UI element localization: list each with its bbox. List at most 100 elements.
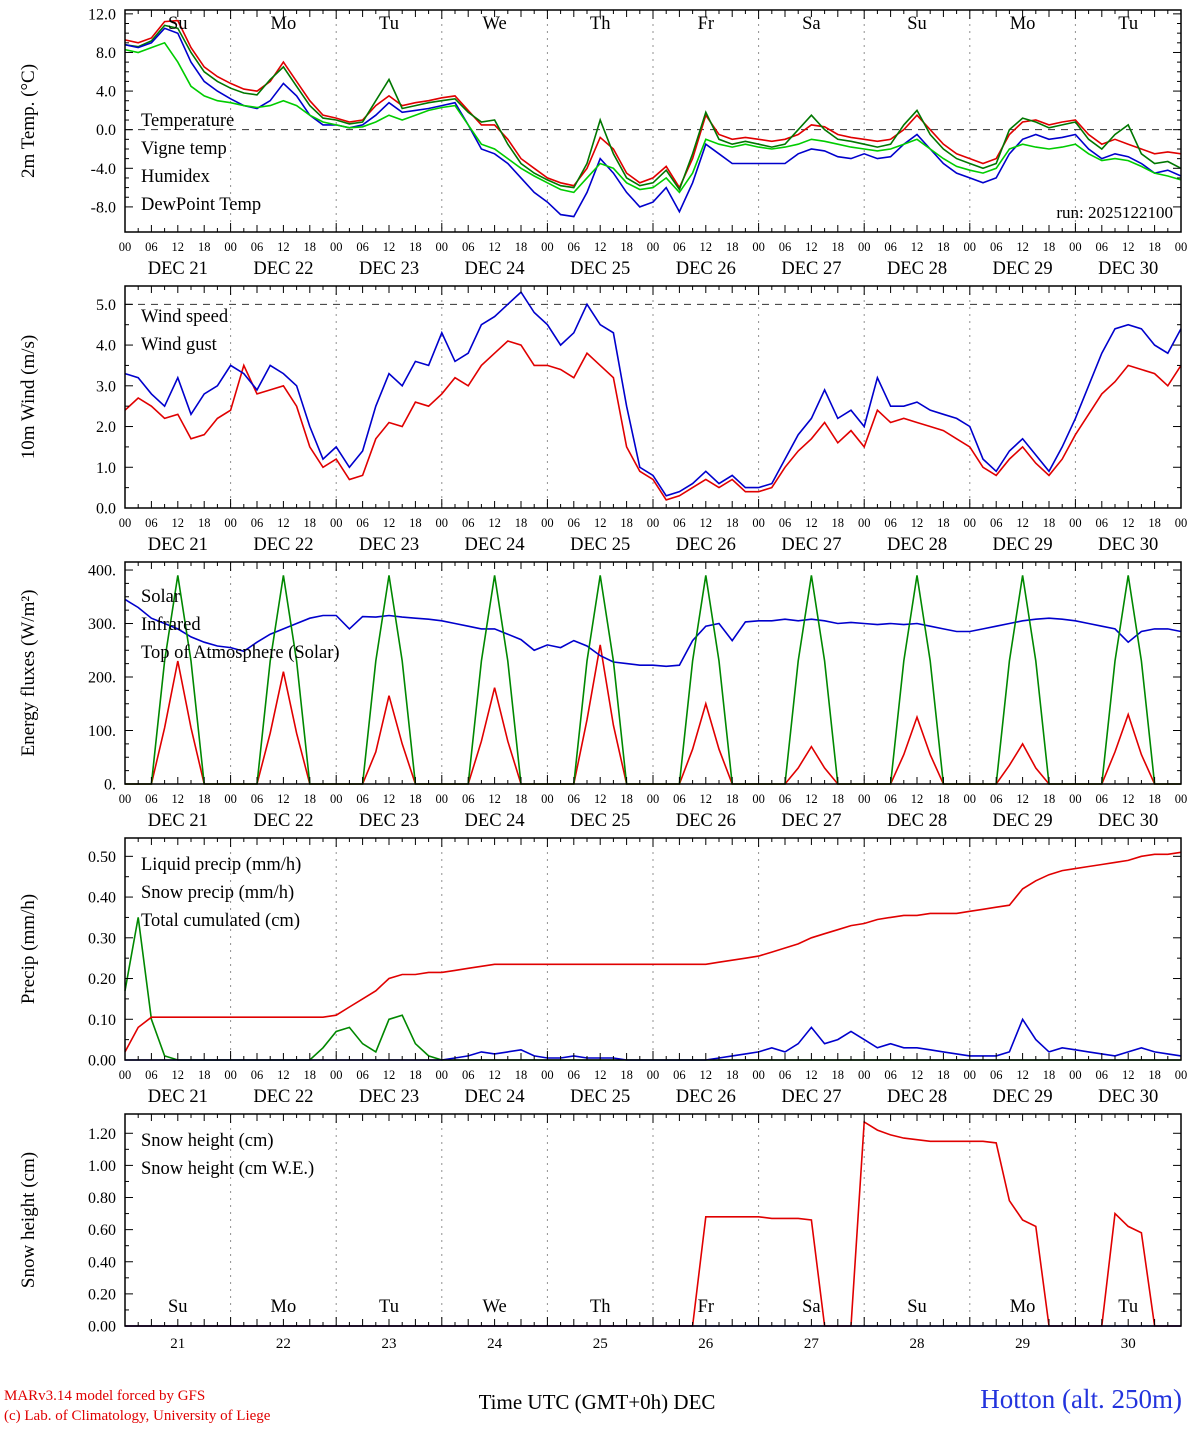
- date-label: DEC 29: [993, 535, 1053, 552]
- legend-snow-height-we: Snow height (cm W.E.): [141, 1159, 314, 1179]
- date-label: DEC 30: [1098, 811, 1158, 828]
- hour-label: 12: [383, 516, 396, 530]
- date-label: DEC 24: [465, 811, 525, 828]
- hour-label: 18: [937, 792, 950, 806]
- hour-label: 18: [1148, 516, 1161, 530]
- hour-label: 06: [462, 1068, 475, 1082]
- hour-label: 12: [488, 240, 501, 254]
- date-label: DEC 25: [570, 811, 630, 828]
- y-tick-label: 100.: [88, 723, 116, 740]
- hour-label: 18: [620, 792, 633, 806]
- day-number-label: 21: [170, 1336, 185, 1352]
- hour-label: 12: [1122, 1068, 1135, 1082]
- hour-label: 18: [726, 240, 739, 254]
- hour-label: 12: [805, 792, 818, 806]
- hour-label: 00: [858, 516, 871, 530]
- hour-label: 18: [832, 240, 845, 254]
- hour-label: 18: [937, 1068, 950, 1082]
- hour-label: 18: [304, 516, 317, 530]
- hour-label: 06: [356, 792, 369, 806]
- hour-label: 12: [277, 792, 290, 806]
- date-label: DEC 29: [993, 1087, 1053, 1104]
- legend-humidex: Humidex: [141, 167, 211, 187]
- hour-label: 06: [779, 516, 792, 530]
- hour-label: 18: [198, 240, 211, 254]
- y-tick-label: 1.0: [96, 460, 116, 477]
- hour-label: 18: [937, 240, 950, 254]
- date-label: DEC 28: [887, 535, 947, 552]
- hour-label: 18: [620, 516, 633, 530]
- hour-label: 06: [990, 516, 1003, 530]
- weekday-label: Mo: [271, 1297, 297, 1317]
- legend-solar: Solar: [141, 587, 180, 607]
- model-credits: MARv3.14 model forced by GFS (c) Lab. of…: [4, 1386, 270, 1427]
- series-snow-height: [125, 1120, 1181, 1327]
- hour-label: 00: [436, 1068, 449, 1082]
- hour-label: 00: [858, 240, 871, 254]
- y-tick-label: 300.: [88, 616, 116, 633]
- hour-label: 06: [884, 1068, 897, 1082]
- date-label: DEC 30: [1098, 535, 1158, 552]
- legend-wind-gust: Wind gust: [141, 335, 218, 355]
- hour-label: 06: [568, 792, 581, 806]
- hour-label: 06: [462, 516, 475, 530]
- hour-label: 12: [805, 516, 818, 530]
- date-label: DEC 29: [993, 259, 1053, 276]
- weekday-label: Th: [590, 1297, 611, 1317]
- date-label: DEC 25: [570, 259, 630, 276]
- hour-label: 18: [620, 240, 633, 254]
- y-tick-label: 1.00: [88, 1158, 116, 1175]
- date-label: DEC 27: [781, 259, 841, 276]
- y-tick-label: 0.0: [96, 122, 116, 139]
- y-tick-label: 0.40: [88, 890, 116, 907]
- series-dewpoint-temp: [124, 41, 1182, 194]
- y-tick-label: -4.0: [91, 161, 116, 178]
- day-number-label: 28: [910, 1336, 925, 1352]
- hour-label: 00: [752, 1068, 765, 1082]
- hour-label: 18: [515, 792, 528, 806]
- hour-label: 06: [673, 516, 686, 530]
- hour-label: 12: [805, 240, 818, 254]
- hour-label: 18: [198, 516, 211, 530]
- day-number-label: 22: [276, 1336, 291, 1352]
- weekday-label: Mo: [1010, 14, 1036, 34]
- hour-label: 00: [436, 240, 449, 254]
- hour-label: 00: [1175, 1068, 1188, 1082]
- hour-label: 18: [1148, 240, 1161, 254]
- legend-toa-solar: Top of Atmosphere (Solar): [141, 643, 340, 663]
- hour-label: 12: [277, 1068, 290, 1082]
- hour-label: 06: [884, 792, 897, 806]
- y-tick-label: 12.0: [88, 6, 116, 23]
- date-label: DEC 27: [781, 535, 841, 552]
- hour-label: 00: [1175, 240, 1188, 254]
- weekday-label: We: [482, 14, 506, 34]
- date-label: DEC 26: [676, 535, 736, 552]
- hour-label: 18: [832, 1068, 845, 1082]
- weekday-label: Fr: [698, 1297, 714, 1317]
- y-tick-label: 0.10: [88, 1012, 116, 1029]
- hour-label: 06: [990, 240, 1003, 254]
- date-label: DEC 25: [570, 535, 630, 552]
- hour-label: 18: [198, 1068, 211, 1082]
- hour-label: 18: [515, 516, 528, 530]
- hour-label: 12: [911, 792, 924, 806]
- day-number-label: 27: [804, 1336, 820, 1352]
- hour-label: 12: [488, 516, 501, 530]
- hour-label: 18: [1043, 516, 1056, 530]
- date-label: DEC 25: [570, 1087, 630, 1104]
- hour-label: 00: [964, 792, 977, 806]
- hour-label: 00: [330, 792, 343, 806]
- hour-label: 06: [779, 1068, 792, 1082]
- date-label: DEC 28: [887, 1087, 947, 1104]
- weekday-label: Mo: [271, 14, 297, 34]
- hour-label: 06: [1096, 1068, 1109, 1082]
- time-axis-title: Time UTC (GMT+0h) DEC: [478, 1390, 716, 1414]
- hour-label: 06: [1096, 792, 1109, 806]
- weekday-label: Fr: [698, 14, 714, 34]
- hour-label: 06: [990, 1068, 1003, 1082]
- weekday-label: Th: [590, 14, 611, 34]
- y-tick-label: 0.00: [88, 1053, 116, 1070]
- hour-label: 12: [700, 516, 713, 530]
- panel-precip: 0.00 0.10 0.20 0.30 0.40 0.50 Precip (mm/h) 00 0…: [18, 837, 1188, 1104]
- hour-label: 06: [673, 240, 686, 254]
